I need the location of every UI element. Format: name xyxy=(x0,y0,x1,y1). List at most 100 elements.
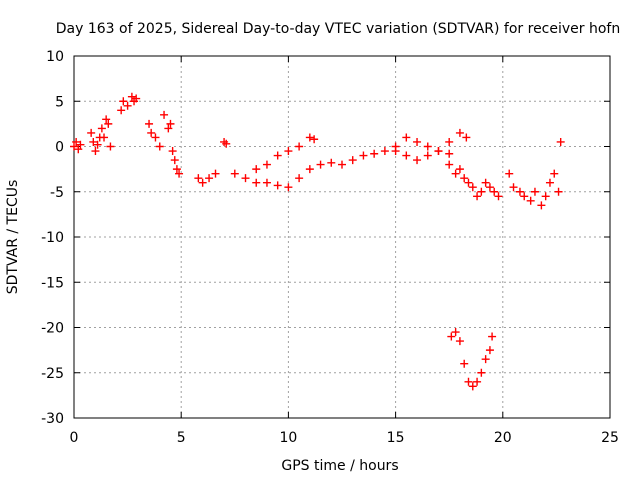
data-point xyxy=(455,165,464,174)
y-tick-label: -10 xyxy=(41,230,64,246)
data-point xyxy=(316,160,325,169)
data-point xyxy=(106,142,115,151)
data-point xyxy=(423,151,432,160)
y-tick-label: -30 xyxy=(41,411,64,427)
data-point xyxy=(168,147,177,156)
data-point xyxy=(402,151,411,160)
x-tick-label: 5 xyxy=(177,430,186,446)
data-point xyxy=(473,377,482,386)
data-point xyxy=(160,110,169,119)
data-point xyxy=(464,178,473,187)
x-axis-label: GPS time / hours xyxy=(281,458,398,474)
data-point xyxy=(252,178,261,187)
data-point xyxy=(451,169,460,178)
data-point xyxy=(147,128,156,137)
data-point xyxy=(370,149,379,158)
data-point xyxy=(391,142,400,151)
data-point xyxy=(509,183,518,192)
data-point xyxy=(132,94,141,103)
data-point xyxy=(273,181,282,190)
data-point xyxy=(295,142,304,151)
data-point xyxy=(434,147,443,156)
data-point xyxy=(104,119,113,128)
data-point xyxy=(550,169,559,178)
data-point xyxy=(123,101,132,110)
data-points xyxy=(70,92,565,391)
data-point xyxy=(554,187,563,196)
data-point xyxy=(102,115,111,124)
x-tick-label: 15 xyxy=(387,430,405,446)
data-point xyxy=(252,165,261,174)
data-point xyxy=(93,140,102,149)
data-point xyxy=(97,124,106,133)
data-point xyxy=(284,183,293,192)
data-point xyxy=(545,178,554,187)
y-tick-label: -20 xyxy=(41,321,64,337)
data-point xyxy=(100,133,109,142)
x-tick-label: 25 xyxy=(601,430,619,446)
data-point xyxy=(172,165,181,174)
x-tick-label: 10 xyxy=(279,430,297,446)
data-point xyxy=(515,187,524,196)
data-point xyxy=(211,169,220,178)
data-point xyxy=(462,133,471,142)
data-point xyxy=(451,328,460,337)
data-point xyxy=(175,169,184,178)
data-point xyxy=(445,160,454,169)
data-point xyxy=(455,128,464,137)
data-point xyxy=(447,332,456,341)
data-point xyxy=(477,187,486,196)
data-point xyxy=(541,192,550,201)
chart-title: Day 163 of 2025, Sidereal Day-to-day VTE… xyxy=(56,21,620,37)
data-point xyxy=(445,137,454,146)
data-point xyxy=(530,187,539,196)
data-point xyxy=(127,92,136,101)
data-point xyxy=(455,337,464,346)
data-point xyxy=(460,359,469,368)
data-point xyxy=(460,174,469,183)
data-point xyxy=(230,169,239,178)
data-point xyxy=(359,151,368,160)
data-point xyxy=(348,156,357,165)
data-point xyxy=(488,332,497,341)
data-point xyxy=(556,137,565,146)
data-point xyxy=(170,156,179,165)
data-point xyxy=(423,142,432,151)
data-point xyxy=(445,149,454,158)
data-point xyxy=(526,196,535,205)
data-point xyxy=(70,142,78,151)
y-tick-label: -5 xyxy=(50,185,64,201)
data-point xyxy=(194,174,203,183)
y-tick-label: -25 xyxy=(41,366,64,382)
data-point xyxy=(284,147,293,156)
data-point xyxy=(485,346,494,355)
data-point xyxy=(91,147,100,156)
data-point xyxy=(481,355,490,364)
data-point xyxy=(537,201,546,210)
data-point xyxy=(305,165,314,174)
y-tick-label: 5 xyxy=(55,94,64,110)
data-point xyxy=(490,187,499,196)
data-point xyxy=(481,178,490,187)
data-point xyxy=(164,124,173,133)
data-point xyxy=(166,119,175,128)
y-axis-label: SDTVAR / TECUs xyxy=(5,180,21,295)
data-point xyxy=(380,147,389,156)
x-tick-label: 20 xyxy=(494,430,512,446)
data-point xyxy=(477,368,486,377)
data-point xyxy=(295,174,304,183)
data-point xyxy=(72,137,81,146)
data-point xyxy=(241,174,250,183)
data-point xyxy=(74,145,83,154)
data-point xyxy=(155,142,164,151)
data-point xyxy=(468,183,477,192)
data-point xyxy=(87,128,96,137)
data-point xyxy=(468,382,477,391)
data-point xyxy=(413,156,422,165)
data-point xyxy=(305,133,314,142)
data-point xyxy=(222,139,231,148)
data-point xyxy=(327,158,336,167)
data-point xyxy=(117,106,126,115)
data-point xyxy=(338,160,346,169)
